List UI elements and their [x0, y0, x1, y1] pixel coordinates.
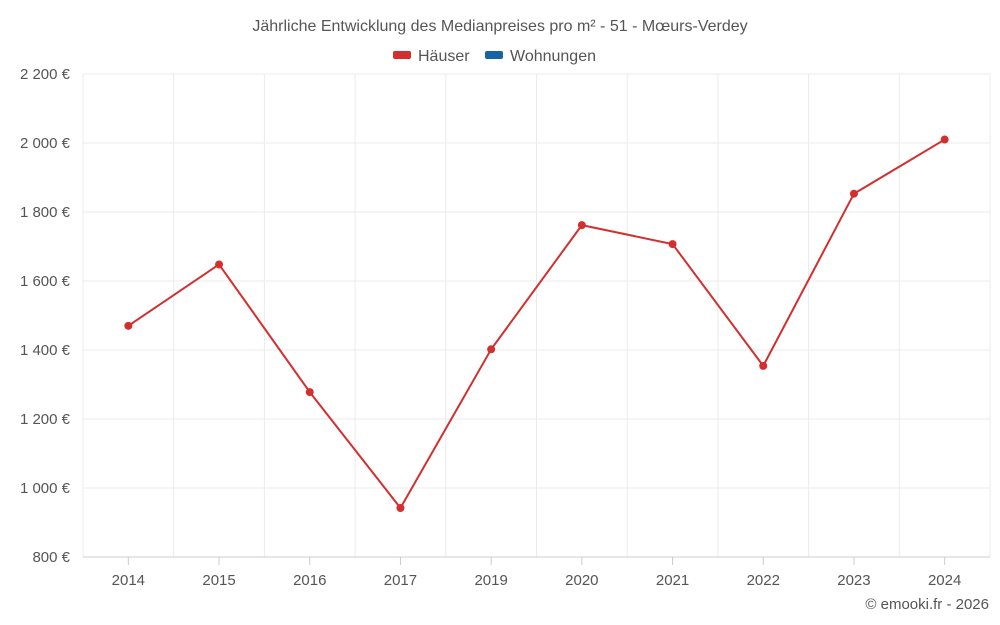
- credit-text: © emooki.fr - 2026: [865, 596, 989, 613]
- x-tick-label: 2021: [656, 572, 689, 589]
- legend-label-wohnungen: Wohnungen: [510, 48, 596, 65]
- legend-swatch-haeuser: [393, 51, 411, 59]
- data-point[interactable]: [487, 345, 496, 354]
- y-tick-label: 1 400 €: [20, 342, 71, 359]
- x-tick-label: 2023: [837, 572, 870, 589]
- series: [124, 135, 949, 513]
- x-tick-label: 2020: [565, 572, 598, 589]
- chart-title: Jährliche Entwicklung des Medianpreises …: [252, 18, 747, 35]
- data-point[interactable]: [759, 361, 768, 370]
- y-tick-label: 2 000 €: [20, 135, 71, 152]
- legend-label-haeuser: Häuser: [418, 48, 470, 65]
- x-axis-ticks: 2014 2015 2016 2017 2019 2020 2021 2022 2023 2024: [112, 557, 961, 589]
- legend-swatch-wohnungen: [485, 51, 503, 59]
- data-point[interactable]: [305, 388, 314, 397]
- x-tick-label: 2015: [202, 572, 235, 589]
- y-tick-label: 1 000 €: [20, 480, 71, 497]
- y-tick-label: 800 €: [32, 549, 70, 566]
- x-tick-label: 2017: [384, 572, 417, 589]
- y-axis-ticks: 800 € 1 000 € 1 200 € 1 400 € 1 600 € 1 800 €…: [20, 66, 71, 566]
- y-tick-label: 1 800 €: [20, 204, 71, 221]
- data-point[interactable]: [215, 260, 224, 269]
- data-point[interactable]: [849, 189, 858, 198]
- legend-item-wohnungen[interactable]: Wohnungen: [485, 48, 596, 65]
- y-tick-label: 1 600 €: [20, 273, 71, 290]
- legend-item-haeuser[interactable]: Häuser: [393, 48, 470, 65]
- series-line: [127, 138, 946, 510]
- data-point[interactable]: [940, 135, 949, 144]
- grid: [82, 73, 991, 557]
- data-point[interactable]: [396, 504, 405, 513]
- x-tick-label: 2016: [293, 572, 326, 589]
- x-tick-label: 2024: [928, 572, 961, 589]
- data-point[interactable]: [124, 321, 133, 330]
- x-tick-label: 2019: [474, 572, 507, 589]
- y-tick-label: 2 200 €: [20, 66, 71, 83]
- y-tick-label: 1 200 €: [20, 411, 71, 428]
- data-point[interactable]: [577, 221, 586, 230]
- x-tick-label: 2022: [747, 572, 780, 589]
- legend: Häuser Wohnungen: [393, 48, 596, 65]
- data-point[interactable]: [668, 240, 677, 249]
- x-tick-label: 2014: [112, 572, 145, 589]
